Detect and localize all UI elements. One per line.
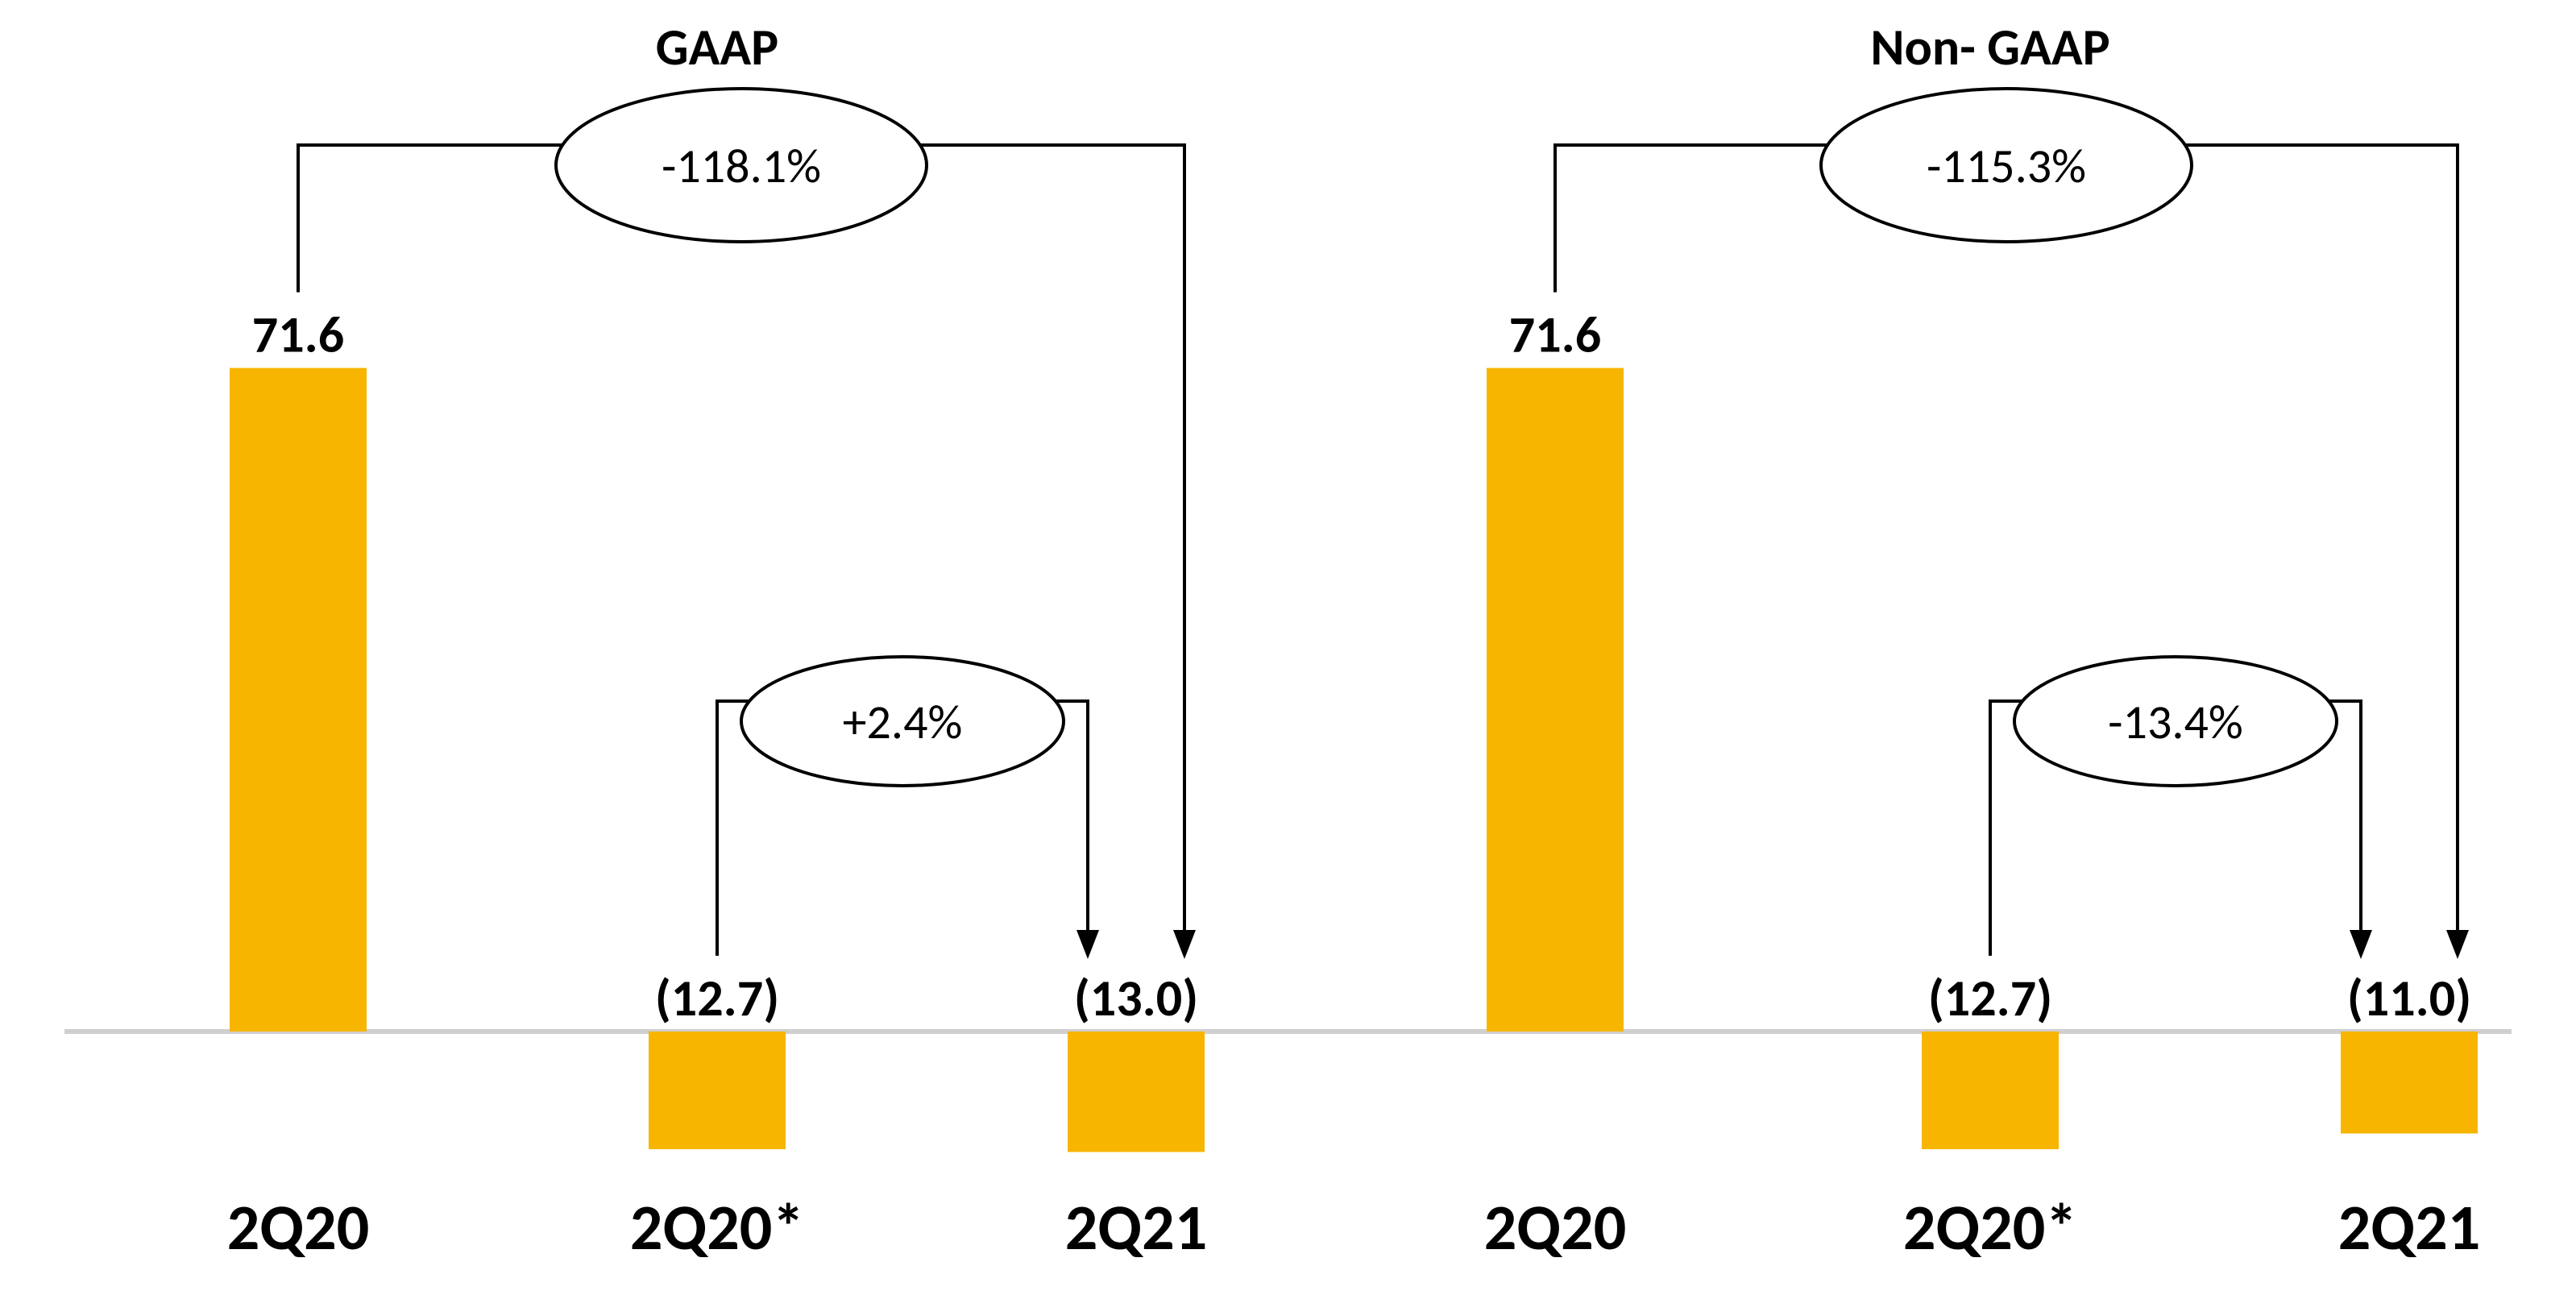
category-label: 2Q20: [1484, 1189, 1627, 1267]
change-bracket: [1555, 145, 2458, 930]
pct-change-label: +2.4%: [843, 693, 963, 752]
bar-value-label: (11.0): [2347, 967, 2471, 1030]
bar-value-label: (12.7): [1928, 967, 2052, 1030]
category-label: 2Q21: [2338, 1189, 2481, 1267]
panel-title: Non- GAAP: [1870, 16, 2109, 79]
category-label: 2Q21: [1065, 1189, 1208, 1267]
bar-value-label: 71.6: [1509, 304, 1601, 367]
panel-title: GAAP: [656, 16, 778, 79]
bar-value-label: (13.0): [1074, 967, 1198, 1030]
bar: [1922, 1032, 2059, 1149]
change-bracket: [298, 145, 1184, 930]
quarterly-comparison-chart: GAAP 71.6 2Q20 (12.7) 2Q20* (13.0) 2Q21 -118.1%…: [0, 0, 2576, 1291]
bar: [649, 1032, 786, 1149]
bar: [1068, 1032, 1205, 1152]
pct-change-label: -13.4%: [2108, 693, 2243, 752]
bar: [2341, 1032, 2478, 1134]
pct-change-label: -118.1%: [662, 137, 821, 196]
category-label: 2Q20: [227, 1189, 370, 1267]
bar: [1487, 368, 1624, 1032]
bar-value-label: (12.7): [655, 967, 779, 1030]
category-label: 2Q20*: [630, 1189, 804, 1267]
pct-change-label: -115.3%: [1927, 137, 2086, 196]
bar: [230, 368, 367, 1032]
category-label: 2Q20*: [1903, 1189, 2077, 1267]
bar-value-label: 71.6: [252, 304, 344, 367]
